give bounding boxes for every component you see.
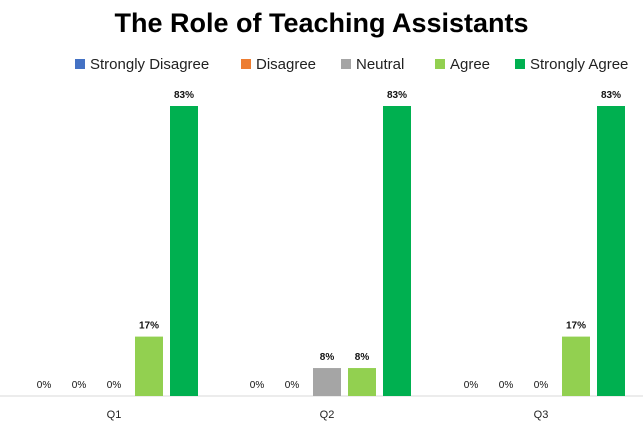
legend-swatch (75, 59, 85, 69)
bar (348, 368, 376, 396)
legend-item-strongly-agree: Strongly Agree (515, 54, 628, 74)
legend-item-strongly-disagree: Strongly Disagree (75, 54, 209, 74)
bar-value-label: 0% (37, 380, 52, 391)
bar-value-label: 17% (566, 321, 586, 332)
chart-title: The Role of Teaching Assistants (114, 8, 529, 38)
bar-value-label: 17% (139, 321, 159, 332)
bar-value-label: 0% (464, 380, 479, 391)
bar (135, 336, 163, 396)
bar-value-label: 8% (320, 352, 335, 363)
bar-value-label: 83% (387, 90, 407, 101)
legend-label: Disagree (256, 55, 317, 73)
bar (170, 106, 198, 396)
legend-label: Strongly Disagree (90, 55, 210, 73)
bar (383, 106, 411, 396)
legend-label: Neutral (356, 55, 405, 73)
category-label: Q1 (107, 409, 122, 421)
legend: Strongly Disagree Disagree Neutral Agree… (0, 54, 643, 74)
bar-value-label: 0% (107, 380, 122, 391)
bar-value-label: 0% (534, 380, 549, 391)
bar-value-label: 0% (285, 380, 300, 391)
legend-swatch (341, 59, 351, 69)
bar-value-label: 83% (174, 90, 194, 101)
bar-value-label: 83% (601, 90, 621, 101)
bar (562, 336, 590, 396)
bar (597, 106, 625, 396)
category-label: Q2 (320, 409, 335, 421)
bar-value-label: 0% (250, 380, 265, 391)
category-label: Q3 (534, 409, 549, 421)
bar (313, 368, 341, 396)
bar-value-label: 0% (499, 380, 514, 391)
legend-swatch (435, 59, 445, 69)
legend-label: Agree (450, 55, 491, 73)
legend-label: Strongly Agree (530, 55, 629, 73)
legend-swatch (515, 59, 525, 69)
legend-item-neutral: Neutral (341, 54, 404, 74)
bar-value-label: 0% (72, 380, 87, 391)
legend-item-agree: Agree (435, 54, 490, 74)
legend-item-disagree: Disagree (241, 54, 316, 74)
legend-swatch (241, 59, 251, 69)
bar-value-label: 8% (355, 352, 370, 363)
